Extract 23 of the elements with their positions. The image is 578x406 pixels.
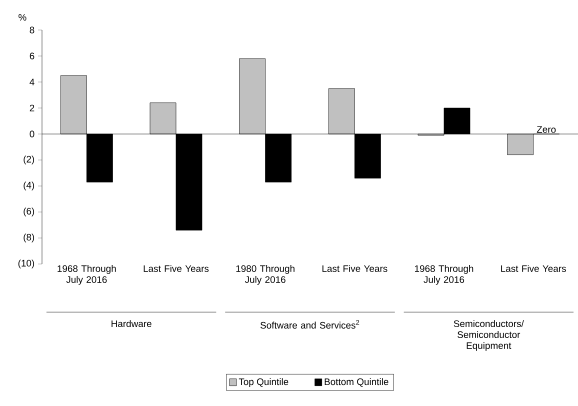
y-tick-label: 4 bbox=[30, 78, 34, 86]
y-tick-label: (4) bbox=[24, 182, 34, 190]
y-tick-label: (10) bbox=[18, 260, 34, 268]
text: Hardware bbox=[112, 320, 152, 328]
y-axis-title: % bbox=[18, 14, 26, 21]
legend-label: Top Quintile bbox=[238, 378, 288, 387]
text: Software and Services$^{2}$ bbox=[260, 320, 360, 329]
y-tick-label: (6) bbox=[24, 208, 34, 216]
y-tick-label: 8 bbox=[30, 26, 34, 34]
x-tick-label: Last Five Years bbox=[322, 265, 388, 272]
y-tick-label: 6 bbox=[30, 52, 34, 60]
text: Semiconductors/ Semiconductor Equipment bbox=[454, 320, 524, 351]
legend-label: Bottom Quintile bbox=[324, 378, 388, 387]
x-tick-label: Last Five Years bbox=[501, 265, 566, 272]
y-tick-label: 2 bbox=[30, 104, 34, 112]
x-tick-label: 1968 Through July 2016 bbox=[414, 265, 474, 285]
x-tick-label: Last Five Years bbox=[144, 265, 209, 272]
annotation: Zero bbox=[536, 126, 556, 133]
x-tick-label: 1968 Through July 2016 bbox=[58, 265, 116, 285]
y-tick-label: (8) bbox=[24, 234, 34, 242]
y-tick-label: 0 bbox=[30, 130, 34, 138]
x-tick-label: 1980 Through July 2016 bbox=[236, 265, 294, 285]
y-tick-label: (2) bbox=[24, 156, 34, 164]
